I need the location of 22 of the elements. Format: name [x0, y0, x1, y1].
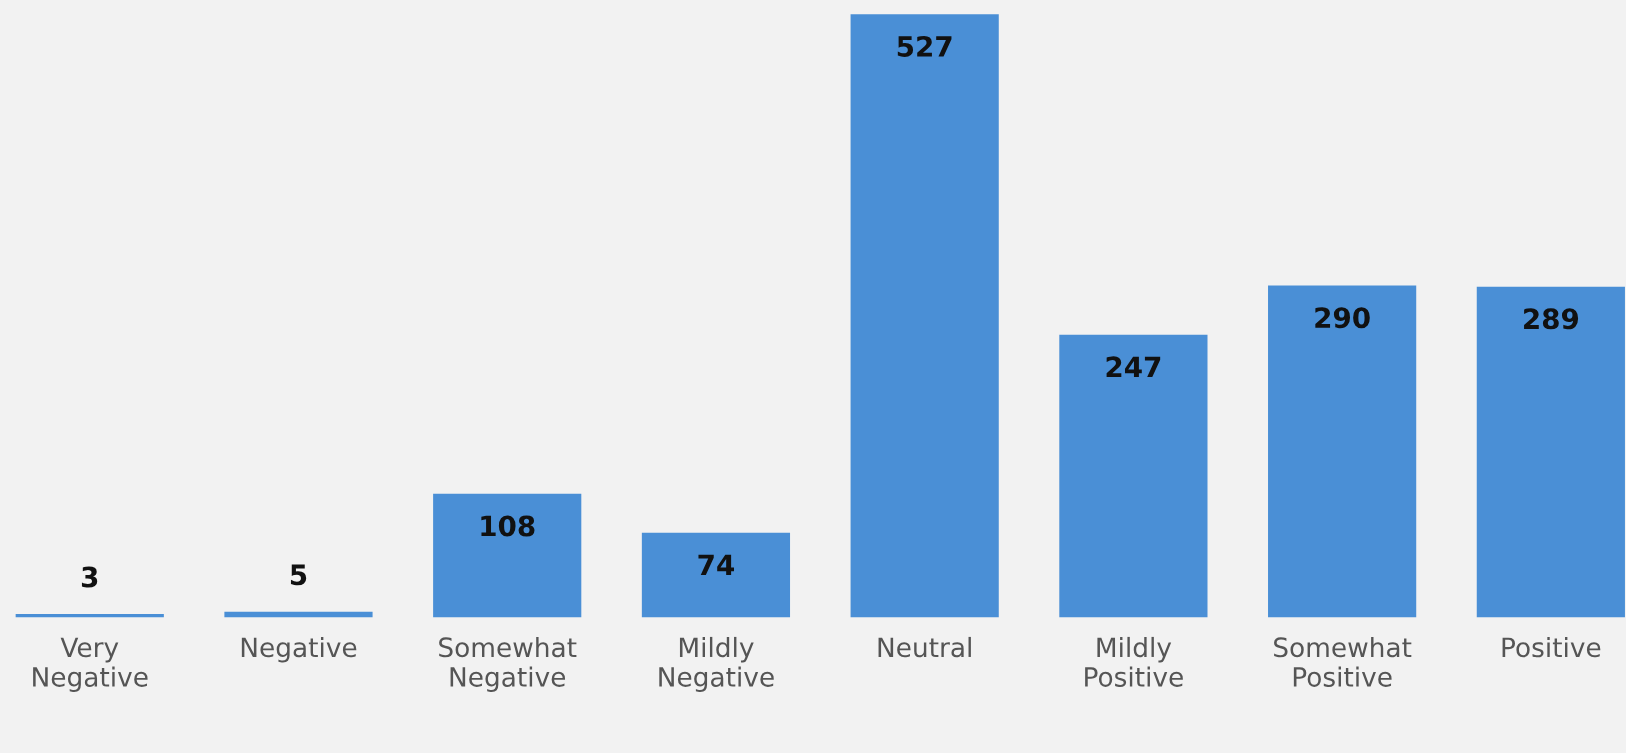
bar: [850, 14, 999, 618]
data-label: 108: [481, 515, 535, 537]
data-label: 3: [81, 566, 98, 588]
data-label: 247: [1106, 356, 1161, 377]
bar: [1268, 285, 1417, 618]
bar: [433, 493, 582, 618]
x-tick-label: Very Negative: [33, 637, 148, 692]
x-tick-label: Mildly Positive: [1085, 636, 1183, 687]
data-label: 289: [1524, 308, 1579, 330]
data-label: 290: [1315, 307, 1370, 329]
x-tick-label: Positive: [1502, 636, 1601, 658]
x-tick-label: Somewhat Positive: [1274, 636, 1412, 687]
data-label: 5: [290, 564, 307, 586]
x-tick-label: Negative: [241, 636, 357, 663]
data-label: 74: [698, 554, 734, 575]
bar: [1059, 334, 1208, 618]
x-tick-label: Somewhat Negative: [439, 636, 577, 692]
bar: [1476, 286, 1625, 618]
x-tick-label: Mildly Negative: [659, 636, 774, 692]
data-label: 527: [897, 35, 952, 57]
x-tick-label: Neutral: [878, 636, 971, 658]
bar: [641, 532, 791, 618]
